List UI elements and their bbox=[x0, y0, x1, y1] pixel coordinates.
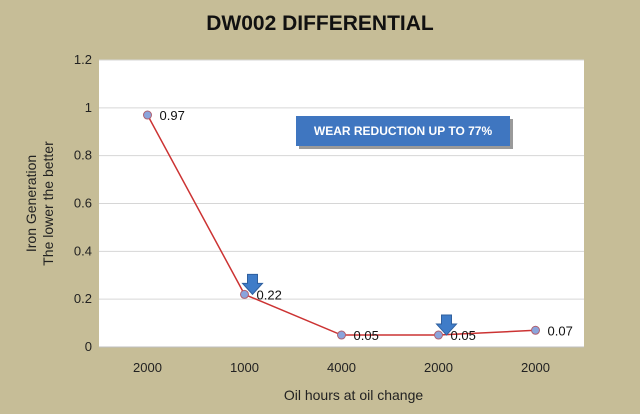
y-tick-label: 1 bbox=[85, 100, 92, 115]
x-tick-label: 4000 bbox=[327, 360, 356, 375]
data-label: 0.05 bbox=[354, 328, 379, 343]
data-label: 0.05 bbox=[451, 328, 476, 343]
data-point bbox=[337, 330, 346, 340]
y-axis-title-line1: Iron Generation bbox=[23, 155, 39, 252]
callout-text: WEAR REDUCTION UP TO 77% bbox=[314, 124, 493, 138]
data-point bbox=[531, 325, 540, 335]
data-label: 0.22 bbox=[257, 287, 282, 302]
data-label: 0.07 bbox=[548, 323, 573, 338]
y-tick-label: 0.8 bbox=[74, 148, 92, 163]
x-tick-label: 2000 bbox=[133, 360, 162, 375]
arrow-down-icon bbox=[241, 273, 264, 296]
y-axis-title-line2: The lower the better bbox=[40, 141, 56, 266]
y-tick-label: 0.6 bbox=[74, 196, 92, 211]
x-tick-label: 1000 bbox=[230, 360, 259, 375]
data-point bbox=[143, 110, 152, 120]
y-tick-label: 1.2 bbox=[74, 52, 92, 67]
data-label: 0.97 bbox=[160, 108, 185, 123]
x-tick-label: 2000 bbox=[521, 360, 550, 375]
x-axis-title: Oil hours at oil change bbox=[284, 387, 424, 403]
x-tick-label: 2000 bbox=[424, 360, 453, 375]
y-tick-label: 0.4 bbox=[74, 243, 92, 258]
y-tick-label: 0 bbox=[85, 339, 92, 354]
y-tick-label: 0.2 bbox=[74, 291, 92, 306]
data-point bbox=[434, 330, 443, 340]
callout-box bbox=[296, 116, 510, 146]
chart-title: DW002 DIFFERENTIAL bbox=[206, 12, 434, 35]
arrow-down-icon bbox=[435, 314, 458, 336]
data-point bbox=[240, 289, 249, 299]
